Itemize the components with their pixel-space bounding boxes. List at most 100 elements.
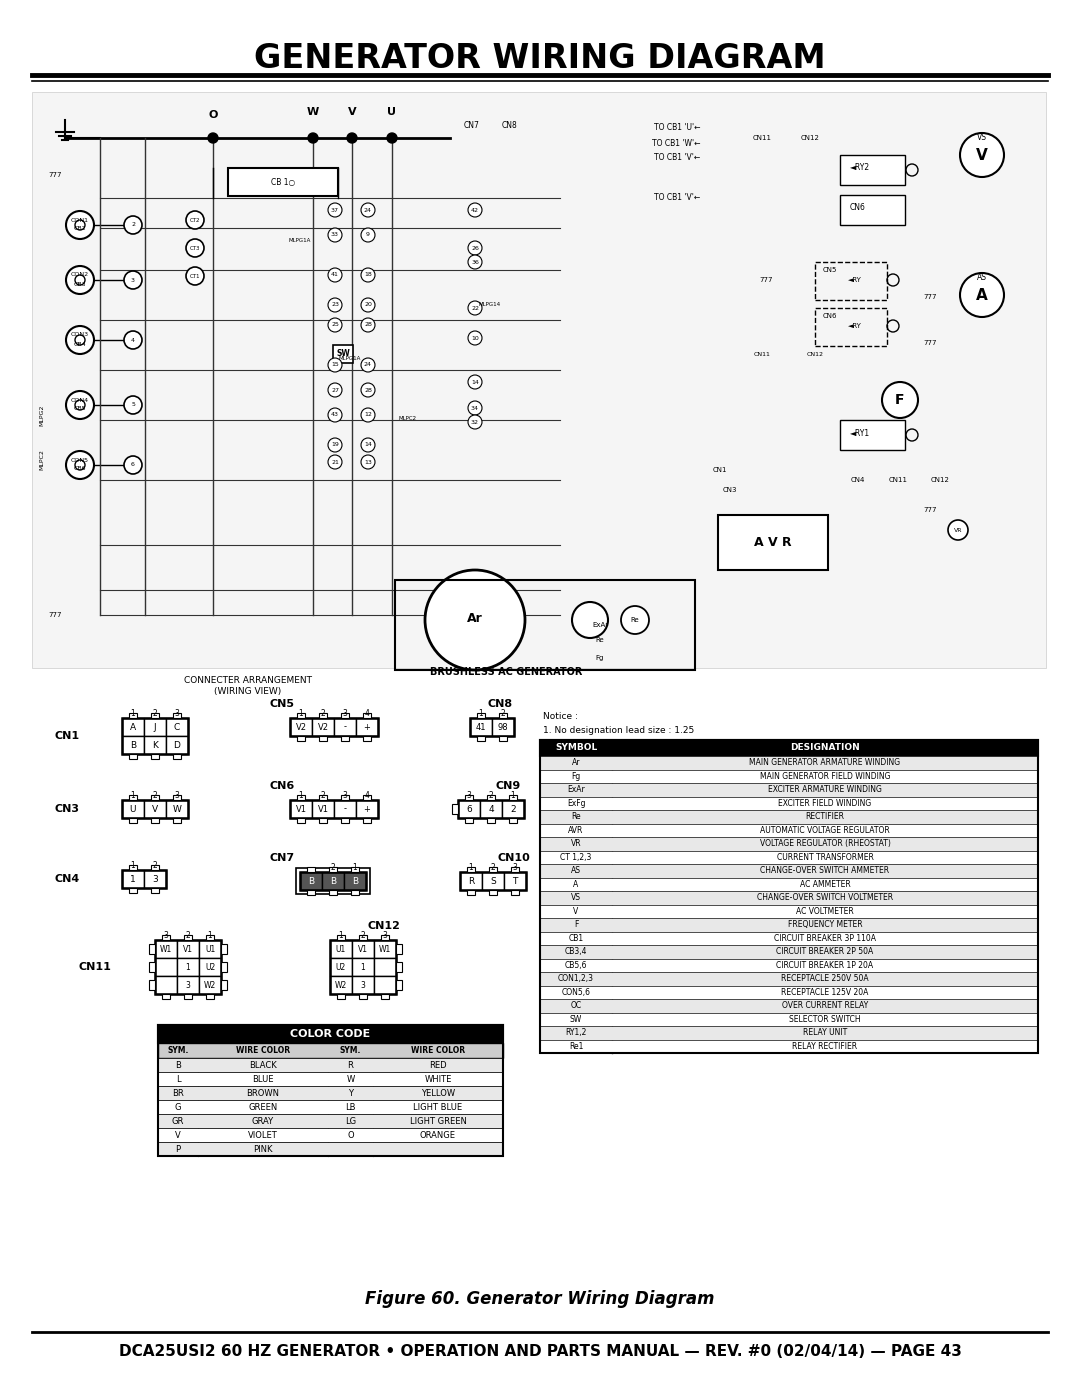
Text: MLPC2: MLPC2 — [40, 450, 44, 471]
Bar — [465, 819, 473, 823]
Text: CON4: CON4 — [71, 398, 89, 402]
Bar — [291, 718, 312, 736]
Bar — [144, 870, 166, 888]
Bar — [540, 740, 1038, 1053]
Text: 3: 3 — [131, 278, 135, 282]
Bar — [312, 718, 334, 736]
Bar — [151, 819, 159, 823]
Text: F: F — [573, 921, 578, 929]
Circle shape — [328, 358, 342, 372]
Text: 3: 3 — [342, 708, 348, 718]
Text: SYMBOL: SYMBOL — [555, 743, 597, 753]
Text: Fg: Fg — [596, 655, 604, 661]
Text: U2: U2 — [205, 963, 215, 971]
Bar — [122, 718, 144, 736]
Bar — [158, 1113, 503, 1127]
Circle shape — [361, 203, 375, 217]
Text: VR: VR — [954, 528, 962, 532]
Bar — [32, 92, 1047, 668]
Text: 6: 6 — [467, 805, 472, 813]
Text: ◄RY1: ◄RY1 — [850, 429, 870, 437]
Text: MLPG1A: MLPG1A — [339, 355, 361, 360]
Circle shape — [468, 203, 482, 217]
Text: CIRCUIT BREAKER 1P 20A: CIRCUIT BREAKER 1P 20A — [777, 961, 874, 970]
Bar — [540, 972, 1038, 985]
Text: Ar: Ar — [468, 612, 483, 624]
Text: 4: 4 — [365, 708, 369, 718]
Text: 777: 777 — [49, 172, 62, 177]
Text: 3: 3 — [467, 791, 472, 799]
Text: GENERATOR WIRING DIAGRAM: GENERATOR WIRING DIAGRAM — [254, 42, 826, 74]
Text: V: V — [175, 1130, 180, 1140]
Text: 6: 6 — [131, 462, 135, 468]
Text: 2: 2 — [321, 791, 325, 799]
Bar — [337, 935, 345, 940]
Text: AUTOMATIC VOLTAGE REGULATOR: AUTOMATIC VOLTAGE REGULATOR — [760, 826, 890, 835]
Text: V1: V1 — [357, 944, 368, 954]
Text: CONNECTER ARRANGEMENT
(WIRING VIEW): CONNECTER ARRANGEMENT (WIRING VIEW) — [184, 676, 312, 696]
Bar — [330, 940, 352, 958]
Text: CN11: CN11 — [79, 963, 111, 972]
Bar — [540, 1039, 1038, 1053]
Bar — [465, 795, 473, 800]
Text: CT1: CT1 — [190, 274, 200, 278]
Text: CB4: CB4 — [73, 341, 86, 346]
Bar — [540, 891, 1038, 904]
Text: ◄RY2: ◄RY2 — [850, 163, 870, 172]
Bar — [341, 795, 349, 800]
Text: CT 1,2,3: CT 1,2,3 — [561, 852, 592, 862]
Text: 777: 777 — [923, 293, 936, 300]
Bar — [322, 872, 345, 890]
Text: 2: 2 — [321, 708, 325, 718]
Text: Figure 60. Generator Wiring Diagram: Figure 60. Generator Wiring Diagram — [365, 1289, 715, 1308]
Text: 34: 34 — [471, 405, 480, 411]
Text: U2: U2 — [336, 963, 346, 971]
Text: CN4: CN4 — [851, 476, 865, 483]
Text: 27: 27 — [330, 387, 339, 393]
Bar — [468, 868, 475, 872]
Bar — [173, 754, 180, 759]
Text: 3: 3 — [342, 791, 348, 799]
Bar — [540, 823, 1038, 837]
Circle shape — [361, 455, 375, 469]
Bar — [396, 943, 402, 954]
Text: ◄RY: ◄RY — [848, 323, 862, 330]
Text: 10: 10 — [471, 335, 478, 341]
Bar — [307, 868, 315, 872]
Text: S: S — [490, 876, 496, 886]
Bar — [840, 155, 905, 184]
Text: RED: RED — [429, 1060, 447, 1070]
Bar — [374, 958, 396, 977]
Text: B: B — [352, 876, 359, 886]
Text: COLOR CODE: COLOR CODE — [291, 1030, 370, 1039]
Bar — [330, 958, 352, 977]
Text: CN6: CN6 — [823, 313, 837, 319]
Bar — [815, 263, 887, 300]
Circle shape — [124, 331, 141, 349]
Circle shape — [572, 602, 608, 638]
Text: V: V — [348, 108, 356, 117]
Bar — [477, 736, 485, 740]
Bar — [144, 718, 166, 736]
Bar — [374, 977, 396, 995]
Text: O: O — [208, 110, 218, 120]
Text: V: V — [152, 805, 158, 813]
Circle shape — [328, 439, 342, 453]
Text: EXCITER ARMATURE WINDING: EXCITER ARMATURE WINDING — [768, 785, 882, 795]
Text: LIGHT GREEN: LIGHT GREEN — [409, 1116, 467, 1126]
Text: MLPG14: MLPG14 — [478, 303, 501, 307]
Bar — [166, 800, 188, 819]
Text: 3: 3 — [361, 981, 365, 989]
Text: B: B — [329, 876, 336, 886]
Bar — [351, 868, 359, 872]
Text: -: - — [343, 722, 347, 732]
Bar — [297, 819, 305, 823]
Bar — [482, 872, 504, 890]
Text: GR: GR — [172, 1116, 185, 1126]
Bar — [130, 865, 137, 870]
Text: RELAY UNIT: RELAY UNIT — [802, 1028, 847, 1037]
Text: ExAr: ExAr — [592, 622, 608, 629]
Bar — [540, 782, 1038, 796]
Text: 28: 28 — [364, 387, 372, 393]
Text: 24: 24 — [364, 362, 372, 367]
